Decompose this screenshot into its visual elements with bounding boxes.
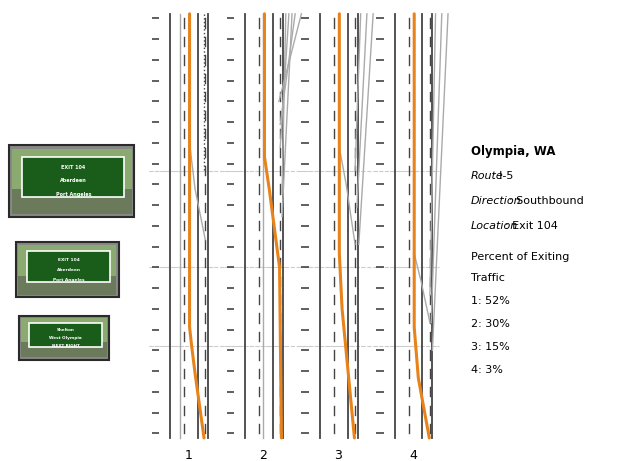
Text: Aberdeen: Aberdeen (60, 178, 87, 183)
Bar (12, 189, 132, 214)
Text: Aberdeen: Aberdeen (57, 268, 80, 272)
Text: EXIT 104: EXIT 104 (57, 258, 80, 261)
Text: 4: 4 (409, 449, 417, 461)
Text: Port Angeles: Port Angeles (56, 191, 91, 196)
Text: Shelton: Shelton (57, 328, 74, 331)
Bar (21, 318, 107, 344)
Bar (16, 242, 119, 297)
Bar (22, 157, 124, 197)
Bar (29, 323, 102, 347)
Bar (18, 276, 116, 295)
Text: NEXT RIGHT: NEXT RIGHT (52, 344, 79, 348)
Text: Port Angeles: Port Angeles (53, 278, 84, 282)
Bar (19, 316, 109, 360)
Text: : Exit 104: : Exit 104 (505, 221, 558, 231)
Text: 1: 52%: 1: 52% (471, 296, 510, 306)
Text: 3: 15%: 3: 15% (471, 342, 510, 352)
Text: Location: Location (471, 221, 519, 231)
Text: : Southbound: : Southbound (509, 196, 584, 206)
Bar (9, 145, 134, 217)
Bar (21, 342, 107, 357)
Bar (27, 251, 110, 282)
Text: Traffic: Traffic (471, 273, 505, 283)
Text: West Olympia: West Olympia (49, 336, 82, 340)
Text: : I-5: : I-5 (492, 171, 514, 181)
Text: 2: 2 (259, 449, 267, 461)
Bar (18, 245, 116, 278)
Bar (12, 149, 132, 192)
Text: Route: Route (471, 171, 504, 181)
Text: EXIT 104: EXIT 104 (61, 165, 85, 171)
Text: Olympia, WA: Olympia, WA (471, 145, 555, 158)
Text: Percent of Exiting: Percent of Exiting (471, 252, 570, 262)
Text: Direction: Direction (471, 196, 522, 206)
Text: 3: 3 (334, 449, 342, 461)
Text: 4: 3%: 4: 3% (471, 365, 503, 374)
Text: 1: 1 (184, 449, 192, 461)
Text: 2: 30%: 2: 30% (471, 319, 510, 329)
